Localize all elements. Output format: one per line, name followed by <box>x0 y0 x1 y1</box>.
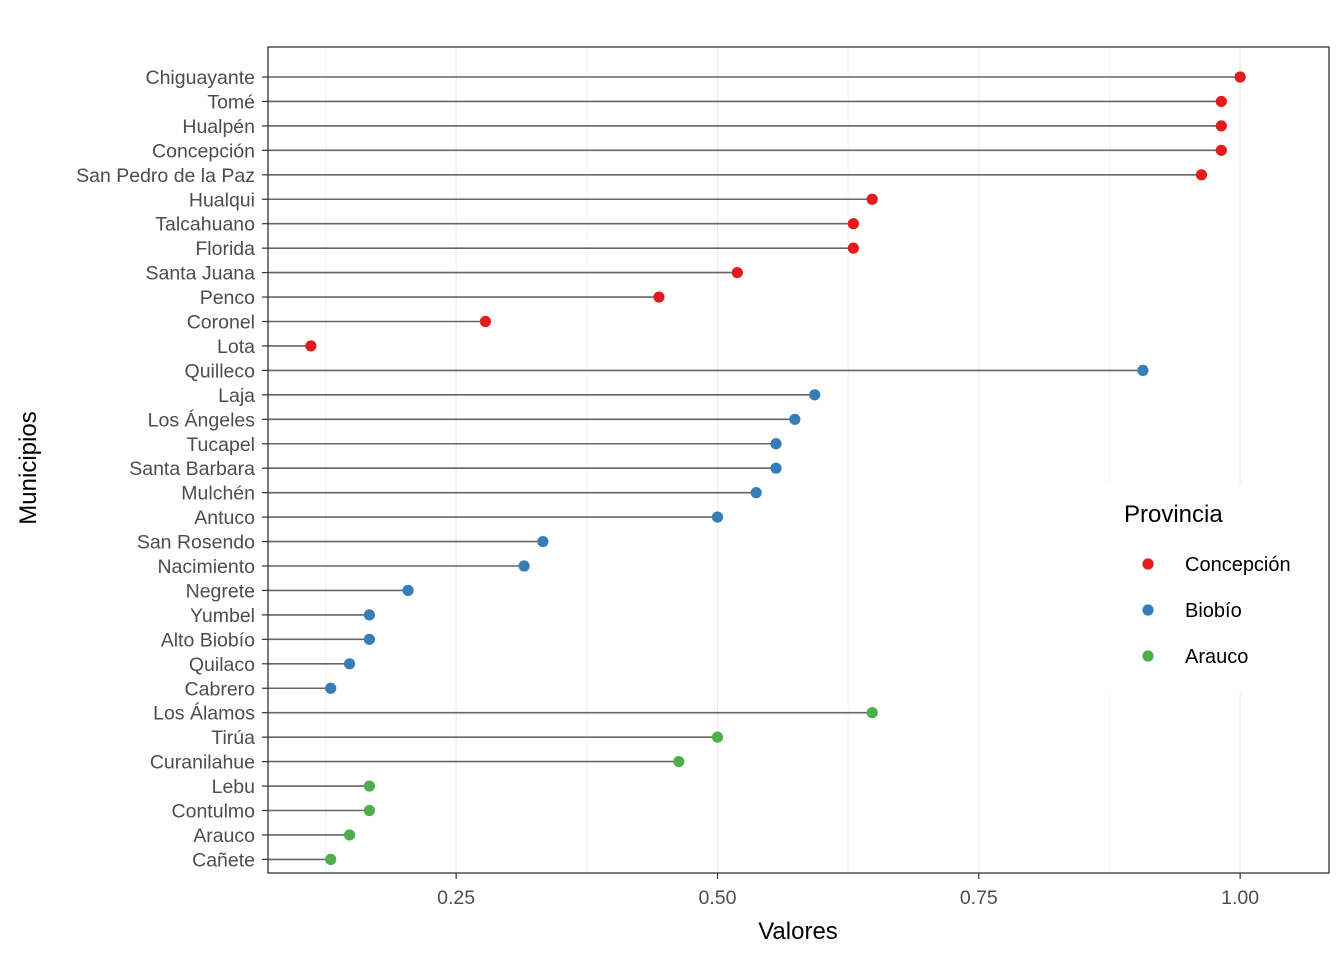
data-point <box>770 462 782 474</box>
x-tick-label: 1.00 <box>1221 887 1259 909</box>
x-axis-title: Valores <box>758 918 838 945</box>
y-tick-label: San Pedro de la Paz <box>76 165 255 187</box>
y-tick-label: Curanilahue <box>150 752 255 774</box>
y-tick-label: Santa Juana <box>145 263 255 285</box>
x-tick-label: 0.75 <box>960 887 998 909</box>
data-point <box>789 413 801 425</box>
x-tick-label: 0.50 <box>699 887 737 909</box>
y-tick-label: Quilaco <box>189 654 255 676</box>
data-point <box>363 780 375 792</box>
data-points <box>305 71 1246 866</box>
y-tick-label: Los Álamos <box>153 702 255 725</box>
legend-key <box>1142 604 1154 616</box>
x-tick-label: 0.25 <box>437 887 475 909</box>
y-tick-label: Santa Barbara <box>129 458 255 480</box>
legend-label: Arauco <box>1185 646 1248 668</box>
y-tick-label: San Rosendo <box>137 532 255 554</box>
y-tick-label: Laja <box>218 385 255 407</box>
data-point <box>343 658 356 670</box>
data-point <box>363 633 375 645</box>
y-tick-label: Cabrero <box>185 678 256 700</box>
grid-lines <box>324 47 1241 873</box>
y-tick-label: Alto Biobío <box>161 629 255 651</box>
y-tick-label: Los Ángeles <box>148 408 256 431</box>
data-point <box>847 242 859 254</box>
y-tick-label: Penco <box>200 287 255 309</box>
y-tick-label: Hualqui <box>189 189 255 211</box>
stems <box>268 76 1241 861</box>
y-tick-label: Yumbel <box>190 605 255 627</box>
y-tick-label: Contulmo <box>172 801 256 823</box>
legend-items: Concepción Biobío Arauco <box>1142 554 1291 668</box>
data-point <box>305 340 317 352</box>
y-tick-label: Tomé <box>207 91 255 113</box>
y-tick-label: Talcahuano <box>155 214 255 236</box>
data-point <box>479 315 492 328</box>
data-point <box>711 731 724 743</box>
y-tick-label: Florida <box>195 238 255 260</box>
data-point <box>847 218 859 230</box>
data-point <box>809 389 821 401</box>
data-point <box>711 511 724 523</box>
data-point <box>1215 95 1227 108</box>
data-point <box>653 291 665 303</box>
legend-label: Biobío <box>1185 600 1242 622</box>
data-point <box>1215 120 1227 132</box>
y-axis-ticks <box>262 76 268 861</box>
data-point <box>518 560 530 572</box>
x-axis: 0.25 0.50 0.75 1.00 <box>437 873 1259 909</box>
legend-key <box>1142 650 1154 662</box>
data-point <box>325 853 337 866</box>
y-tick-label: Coronel <box>187 312 255 334</box>
data-point <box>343 829 356 841</box>
legend-label: Concepción <box>1185 554 1291 576</box>
y-tick-label: Tirúa <box>211 727 255 749</box>
data-point <box>1234 71 1246 83</box>
data-point <box>402 584 414 597</box>
y-tick-label: Nacimiento <box>157 556 255 578</box>
data-point <box>363 804 375 817</box>
data-point <box>1215 144 1227 156</box>
data-point <box>1195 169 1208 181</box>
y-tick-label: Antuco <box>194 507 255 529</box>
panel-border <box>267 46 1330 874</box>
y-tick-label: Lebu <box>212 776 255 798</box>
data-point <box>363 609 375 621</box>
y-tick-label: Cañete <box>192 849 255 871</box>
y-tick-label: Negrete <box>186 580 255 602</box>
legend-key <box>1142 558 1154 570</box>
data-point <box>1137 364 1149 376</box>
data-point <box>673 756 685 768</box>
data-point <box>325 682 337 694</box>
y-axis-title: Municipios <box>15 411 42 524</box>
y-tick-label: Chiguayante <box>146 67 256 89</box>
data-point <box>866 193 878 205</box>
y-tick-label: Hualpén <box>182 116 255 138</box>
y-tick-label: Mulchén <box>181 483 255 505</box>
data-point <box>770 438 782 450</box>
y-tick-label: Arauco <box>193 825 255 847</box>
data-point <box>750 487 762 499</box>
legend-title: Provincia <box>1124 501 1223 528</box>
data-point <box>537 535 549 548</box>
y-tick-label: Tucapel <box>186 434 255 456</box>
y-tick-label: Lota <box>217 336 255 358</box>
y-tick-label: Quilleco <box>185 360 256 382</box>
legend: Provincia Concepción Biobío Arauco <box>1108 484 1328 694</box>
data-point <box>731 267 743 279</box>
y-tick-label: Concepción <box>152 140 255 162</box>
data-point <box>866 707 878 719</box>
